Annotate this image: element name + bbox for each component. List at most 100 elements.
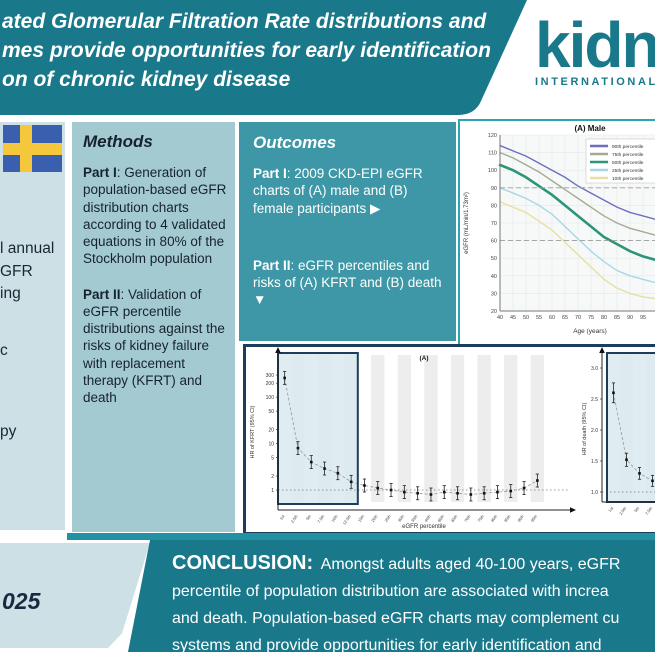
x-tick-label: 75th: [476, 514, 485, 523]
x-tick-label: 30th: [397, 514, 406, 523]
svg-text:85: 85: [614, 315, 620, 321]
outcomes-heading: Outcomes: [253, 133, 446, 153]
outcomes-part1-label: Part I: [253, 166, 287, 181]
chart-title: (A) Male: [574, 124, 606, 133]
data-point: [509, 490, 512, 493]
outcomes-part2: Part II: eGFR percentiles and risks of (…: [253, 257, 446, 309]
outcomes-panel: Outcomes Part I: 2009 CKD-EPI eGFR chart…: [239, 122, 456, 341]
x-tick-label: 85th: [503, 514, 512, 523]
journal-logo: kidney INTERNATIONAL: [535, 16, 655, 88]
x-tick-label: 2.5th: [290, 514, 299, 524]
methods-part2: Part II: Validation of eGFR percentile d…: [83, 286, 227, 407]
data-point: [310, 461, 313, 464]
conclusion-label: CONCLUSION:: [172, 552, 313, 574]
study-setting-panel: [0, 122, 65, 530]
column-band: [478, 355, 491, 502]
svg-text:200: 200: [266, 381, 275, 387]
svg-text:120: 120: [488, 133, 497, 139]
conclusion-line: and death. Population-based eGFR charts …: [172, 605, 655, 632]
chart-title: (A): [419, 355, 428, 362]
x-tick-label: 1st: [607, 505, 615, 513]
divider-strip: [67, 533, 655, 540]
svg-text:60: 60: [491, 239, 497, 245]
svg-text:110: 110: [488, 151, 497, 157]
data-point: [403, 491, 406, 494]
setting-text-fragment: GFR: [0, 263, 33, 281]
x-tick-label: 12.5th: [341, 514, 351, 526]
y-axis-label: eGFR (mL/min/1.73m²): [464, 192, 470, 254]
data-point: [297, 447, 300, 450]
legend-label: 10th percentile: [612, 176, 644, 182]
svg-text:60: 60: [549, 315, 555, 321]
x-tick-label: 65th: [450, 514, 459, 523]
setting-text-fragment: ing: [0, 285, 21, 303]
methods-part2-label: Part II: [83, 287, 121, 302]
svg-text:45: 45: [510, 315, 516, 321]
conclusion-text: Amongst adults aged 40-100 years, eGFR: [317, 556, 620, 573]
svg-text:95: 95: [640, 315, 646, 321]
svg-text:20: 20: [491, 309, 497, 315]
svg-text:80: 80: [491, 203, 497, 209]
journal-logo-subtitle: INTERNATIONAL: [535, 76, 655, 88]
data-point: [337, 472, 340, 475]
setting-text-fragment: c: [0, 342, 8, 360]
data-point: [430, 493, 433, 496]
svg-text:1.5: 1.5: [591, 459, 598, 465]
legend-label: 75th percentile: [612, 152, 644, 158]
svg-text:2.0: 2.0: [591, 428, 598, 434]
legend-label: 50th percentile: [612, 160, 644, 166]
journal-logo-wordmark: kidney: [535, 16, 655, 74]
data-point: [416, 492, 419, 495]
data-point: [638, 472, 641, 475]
svg-text:100: 100: [266, 395, 275, 401]
svg-text:2.5: 2.5: [591, 397, 598, 403]
methods-part1: Part I: Generation of population-based e…: [83, 164, 227, 268]
x-axis-arrow-icon: [570, 507, 576, 513]
svg-text:40: 40: [497, 315, 503, 321]
legend-label: 90th percentile: [612, 144, 644, 150]
conclusion-line: CONCLUSION: Amongst adults aged 40-100 y…: [172, 550, 655, 578]
data-point: [483, 492, 486, 495]
title-line: mes provide opportunities for early iden…: [2, 36, 562, 65]
x-axis-label: Age (years): [573, 328, 607, 335]
svg-text:75: 75: [588, 315, 594, 321]
data-point: [323, 467, 326, 470]
x-tick-label: 70th: [463, 514, 472, 523]
x-tick-label: 5th: [305, 514, 312, 521]
svg-text:3.0: 3.0: [591, 366, 598, 372]
column-band: [451, 355, 464, 502]
x-tick-label: 60th: [437, 514, 446, 523]
y-axis-arrow-icon: [599, 347, 605, 353]
x-tick-label: 7.5th: [644, 506, 653, 516]
setting-text-fragment: py: [0, 423, 16, 441]
methods-part1-text: : Generation of population-based eGFR di…: [83, 165, 226, 266]
svg-text:2: 2: [271, 474, 274, 480]
svg-text:90: 90: [491, 186, 497, 192]
svg-text:70: 70: [575, 315, 581, 321]
data-point: [350, 481, 353, 484]
data-point: [283, 377, 286, 380]
svg-text:50: 50: [523, 315, 529, 321]
y-axis-label: HR of death (95% CI): [582, 403, 588, 456]
title-line: on of chronic kidney disease: [2, 65, 562, 94]
x-tick-label: 20th: [370, 514, 379, 523]
data-point: [390, 489, 393, 492]
title-line: ated Glomerular Filtration Rate distribu…: [2, 7, 562, 36]
svg-text:50: 50: [268, 409, 274, 415]
methods-part1-label: Part I: [83, 165, 117, 180]
svg-text:300: 300: [266, 373, 275, 379]
column-band: [371, 355, 384, 502]
data-point: [523, 487, 526, 490]
svg-text:40: 40: [491, 274, 497, 280]
data-point: [625, 458, 628, 461]
svg-text:55: 55: [536, 315, 542, 321]
x-tick-label: 15th: [357, 514, 366, 523]
x-tick-label: 90th: [516, 514, 525, 523]
poster-title: ated Glomerular Filtration Rate distribu…: [2, 7, 562, 94]
x-tick-label: 5th: [633, 506, 640, 513]
